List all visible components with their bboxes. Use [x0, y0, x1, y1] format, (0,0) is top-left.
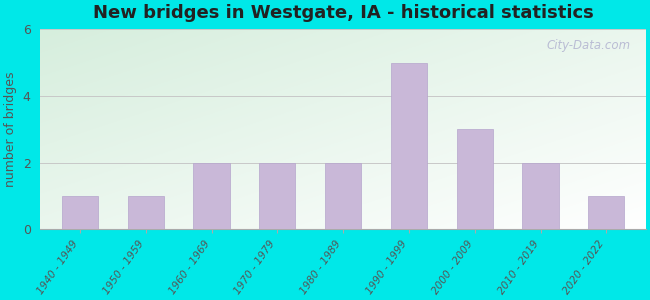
Bar — [588, 196, 625, 229]
Bar — [194, 163, 229, 229]
Title: New bridges in Westgate, IA - historical statistics: New bridges in Westgate, IA - historical… — [93, 4, 593, 22]
Bar — [391, 63, 427, 229]
Bar — [325, 163, 361, 229]
Text: City-Data.com: City-Data.com — [547, 39, 630, 52]
Bar — [127, 196, 164, 229]
Y-axis label: number of bridges: number of bridges — [4, 71, 17, 187]
Bar — [62, 196, 98, 229]
Bar — [457, 129, 493, 229]
Bar — [523, 163, 558, 229]
Bar — [259, 163, 296, 229]
